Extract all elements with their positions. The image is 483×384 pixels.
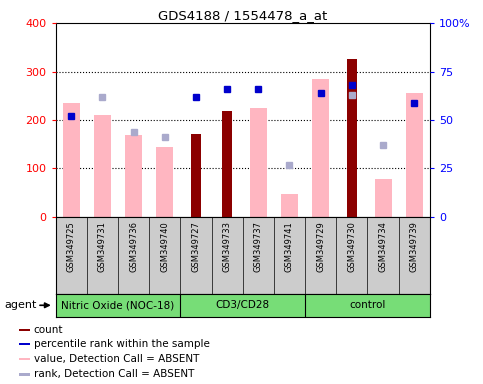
Text: GSM349736: GSM349736	[129, 221, 138, 272]
Text: GSM349731: GSM349731	[98, 221, 107, 271]
Bar	[125, 134, 142, 217]
Text: GSM349741: GSM349741	[285, 221, 294, 271]
Bar	[191, 134, 200, 217]
Text: GSM349740: GSM349740	[160, 221, 169, 271]
Bar	[94, 115, 111, 217]
Bar	[406, 93, 423, 217]
Bar	[374, 179, 392, 217]
Text: GSM349739: GSM349739	[410, 221, 419, 271]
Bar	[223, 111, 232, 217]
Text: GSM349730: GSM349730	[347, 221, 356, 271]
FancyBboxPatch shape	[19, 373, 30, 376]
Text: Nitric Oxide (NOC-18): Nitric Oxide (NOC-18)	[61, 300, 174, 310]
Bar	[156, 147, 173, 217]
Bar	[250, 108, 267, 217]
Text: agent: agent	[5, 300, 37, 310]
Text: value, Detection Call = ABSENT: value, Detection Call = ABSENT	[33, 354, 199, 364]
Text: count: count	[33, 325, 63, 335]
Text: GSM349725: GSM349725	[67, 221, 76, 271]
Text: GSM349729: GSM349729	[316, 221, 325, 271]
Title: GDS4188 / 1554478_a_at: GDS4188 / 1554478_a_at	[158, 9, 327, 22]
Text: CD3/CD28: CD3/CD28	[215, 300, 270, 310]
Bar	[63, 103, 80, 217]
Text: GSM349737: GSM349737	[254, 221, 263, 272]
Text: control: control	[349, 300, 385, 310]
Text: GSM349733: GSM349733	[223, 221, 232, 272]
FancyBboxPatch shape	[19, 329, 30, 331]
Text: GSM349727: GSM349727	[191, 221, 200, 271]
Text: GSM349734: GSM349734	[379, 221, 387, 271]
Text: rank, Detection Call = ABSENT: rank, Detection Call = ABSENT	[33, 369, 194, 379]
FancyBboxPatch shape	[19, 358, 30, 360]
Bar	[312, 79, 329, 217]
FancyBboxPatch shape	[19, 343, 30, 345]
Text: percentile rank within the sample: percentile rank within the sample	[33, 339, 210, 349]
Bar	[347, 60, 356, 217]
Bar	[281, 194, 298, 217]
